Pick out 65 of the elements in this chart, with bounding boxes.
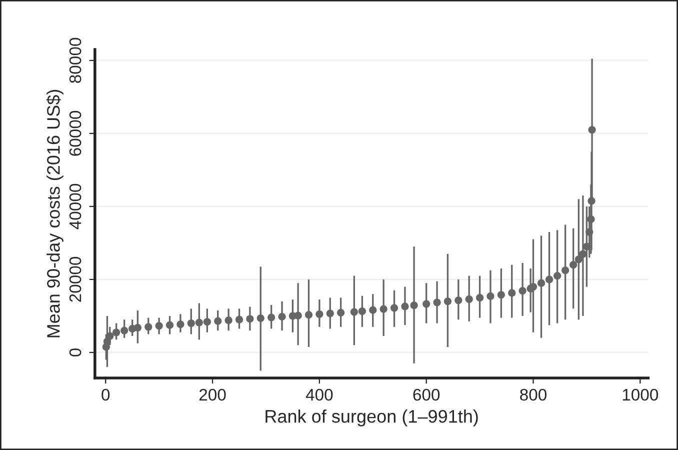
x-axis-title: Rank of surgeon (1–991th)	[266, 410, 478, 426]
point	[350, 308, 358, 316]
point	[401, 302, 409, 310]
point	[454, 296, 462, 304]
point	[390, 304, 398, 312]
point	[176, 320, 184, 328]
point	[587, 215, 595, 224]
point	[422, 300, 430, 308]
point	[369, 306, 377, 314]
y-axis-title: Mean 90-day costs (2016 US$)	[46, 90, 64, 338]
point	[235, 316, 244, 324]
point	[214, 317, 222, 325]
point	[444, 298, 452, 306]
point	[294, 312, 302, 320]
x-tick-label: 200	[199, 388, 226, 401]
point	[337, 308, 345, 316]
point	[518, 286, 526, 295]
point	[120, 326, 128, 334]
x-tick-label: 800	[520, 388, 546, 401]
point	[410, 302, 418, 310]
point	[224, 316, 232, 324]
point	[187, 319, 195, 328]
y-tick-label: 80000	[69, 38, 82, 83]
point	[203, 318, 211, 326]
x-tick-label: 0	[102, 388, 110, 401]
point	[588, 126, 596, 134]
x-tick-label: 600	[413, 388, 440, 401]
x-tick-label: 1000	[622, 388, 658, 401]
point	[433, 298, 441, 306]
point	[476, 294, 484, 302]
point	[529, 282, 538, 291]
point	[380, 305, 388, 313]
point	[553, 272, 562, 280]
point	[465, 295, 473, 303]
point	[246, 315, 254, 323]
point	[588, 197, 596, 205]
point	[497, 290, 505, 299]
point	[562, 266, 570, 274]
y-tick-label: 20000	[69, 256, 82, 302]
y-tick-label: 60000	[69, 110, 82, 156]
point	[579, 250, 587, 258]
point	[582, 242, 590, 250]
point	[155, 322, 163, 330]
point	[195, 318, 203, 326]
point	[144, 323, 152, 331]
point	[486, 292, 494, 300]
y-tick-label: 40000	[69, 184, 82, 230]
point	[570, 261, 578, 269]
point	[508, 289, 516, 297]
x-tick-label: 400	[306, 388, 333, 401]
point	[278, 312, 286, 320]
point	[326, 310, 334, 318]
point	[316, 310, 324, 318]
point	[304, 311, 313, 319]
point	[256, 314, 264, 322]
point	[166, 321, 174, 329]
y-tick-label: 0	[69, 348, 82, 356]
point	[545, 276, 554, 284]
point	[586, 228, 594, 236]
point	[134, 324, 142, 332]
point	[112, 328, 120, 336]
point	[358, 307, 366, 316]
point	[268, 314, 276, 322]
point	[574, 256, 582, 264]
point	[537, 279, 546, 287]
